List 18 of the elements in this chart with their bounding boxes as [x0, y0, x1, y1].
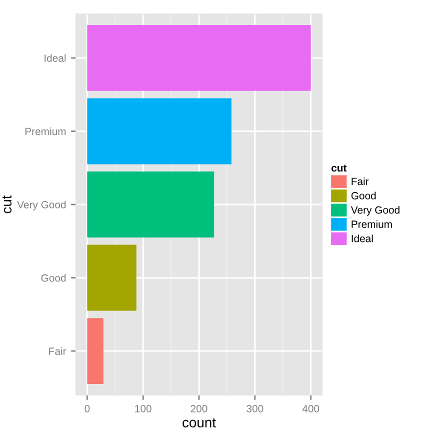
- y-tick-label: Fair: [49, 347, 66, 355]
- x-tick-label: 0: [84, 404, 90, 412]
- y-tick-label: Ideal: [44, 54, 66, 62]
- x-tick-label: 300: [246, 404, 264, 412]
- x-tick-label: 400: [302, 404, 320, 412]
- x-tick-label: 200: [190, 404, 208, 412]
- legend-label: Very Good: [350, 206, 400, 216]
- y-tick-label: Very Good: [17, 200, 66, 210]
- legend-label: Ideal: [352, 234, 373, 242]
- legend-title: cut: [331, 164, 347, 172]
- legend-label: Good: [351, 192, 376, 200]
- x-tick-label: 100: [135, 404, 152, 412]
- y-axis-title: cut: [2, 195, 12, 214]
- y-tick-label: Good: [41, 274, 66, 282]
- y-tick-label: Premium: [25, 127, 66, 136]
- x-axis-title: count: [182, 418, 216, 428]
- legend-label: Premium: [352, 220, 392, 228]
- legend-label: Fair: [352, 177, 369, 186]
